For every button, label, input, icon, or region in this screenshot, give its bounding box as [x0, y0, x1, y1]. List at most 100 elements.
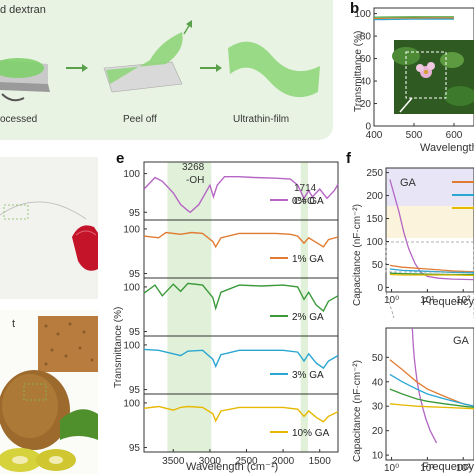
panel-f-bottom-legend-title: GA	[453, 335, 469, 347]
annotation-1714: 1714	[294, 183, 317, 194]
x-tick-label: 3500	[162, 456, 185, 467]
panel-f-bottom-xlabel: Frequency	[422, 461, 474, 473]
spectrum-line-10-ga	[143, 405, 339, 423]
panel-b-xlabel: Wavelength	[420, 142, 474, 154]
peel-off-illustration	[103, 20, 192, 93]
panel-f-top-legend-title: GA	[400, 177, 416, 189]
x-tick-label: 10¹	[420, 295, 435, 306]
x-tick-label: 400	[366, 130, 383, 141]
y-tick-label: 100	[123, 224, 140, 235]
y-tick-label: 10	[372, 451, 384, 462]
capacitance-line	[389, 264, 474, 273]
panel-e-xlabel: Wavelength (cm⁻¹)	[186, 461, 279, 473]
x-tick-label: 10⁰	[384, 295, 399, 306]
panel-e-plot: 100 95 0% GA 100 95 1% GA 100 95 2% GA 100 95 3% GA…	[123, 161, 339, 467]
panel-e-x-ticks: 3500 3000 2500 2000 1500	[162, 449, 331, 467]
legend-label: 0% GA	[292, 196, 324, 207]
x-tick-label: 10¹	[420, 463, 435, 474]
panel-b-y-ticks: 100 80 60 40 20 0	[354, 9, 377, 133]
panel-f-top-xlabel: Frequency	[422, 296, 474, 308]
y-tick-label: 20	[372, 426, 384, 437]
annotation-3268: 3268	[182, 162, 205, 173]
legend-label: 3% GA	[292, 370, 324, 381]
y-tick-label: 250	[366, 168, 383, 179]
capacitance-line	[389, 388, 474, 409]
capacitance-line	[389, 268, 474, 274]
arrow-right-icon	[66, 64, 88, 72]
panel-f-bottom-ylabel: Capacitance (nF·cm⁻²)	[352, 360, 363, 462]
spectrum-line-0-ga	[143, 176, 339, 214]
kiwi-fruit-photo	[0, 310, 98, 474]
transmittance-line	[373, 18, 454, 21]
panel-b-axes-frame	[373, 7, 474, 127]
y-tick-label: 95	[129, 269, 141, 280]
y-tick-label: 30	[372, 402, 384, 413]
panel-label-e: e	[116, 150, 125, 167]
capacitance-line	[389, 359, 474, 407]
oh-band-highlight	[167, 162, 212, 452]
capacitance-line	[389, 179, 474, 281]
panel-f-bottom-series	[389, 328, 474, 444]
y-tick-label: 60	[360, 54, 372, 65]
x-tick-label: 500	[406, 130, 423, 141]
arrow-right-icon	[200, 64, 222, 72]
panel-f-top-ylabel: Capacitance (nF·cm⁻²)	[352, 204, 363, 306]
panel-label-f: f	[346, 150, 351, 167]
y-tick-label: 95	[129, 208, 141, 219]
y-tick-label: 95	[129, 327, 141, 338]
x-tick-label: 1500	[309, 456, 332, 467]
y-tick-label: 0	[377, 283, 383, 294]
panel-b-x-ticks: 400 500 600	[366, 123, 463, 141]
spectrum-line-1-ga	[143, 231, 339, 249]
y-tick-label: 50	[372, 260, 384, 271]
x-tick-label: 10⁰	[384, 463, 399, 474]
panel-f-top-background-bands	[386, 168, 474, 238]
legend-label: 10% GA	[292, 428, 330, 439]
annotation-oh: -OH	[186, 175, 205, 186]
y-tick-label: 100	[354, 9, 371, 20]
transmittance-line	[373, 17, 454, 20]
zoom-region-box	[385, 241, 474, 273]
panel-f-top-series	[389, 179, 474, 281]
panel-d-inset-label: t	[12, 318, 16, 330]
y-tick-label: 95	[129, 385, 141, 396]
y-tick-label: 40	[360, 77, 372, 88]
panel-e-ylabel: Transmittance (%)	[113, 306, 124, 388]
y-tick-label: 40	[372, 377, 384, 388]
panel-b-ylabel: Transmittance (%)	[353, 30, 364, 112]
y-tick-label: 80	[360, 32, 372, 43]
y-tick-label: 50	[372, 353, 384, 364]
panel-f-top-axes-frame	[385, 167, 474, 293]
step-label-processed: ocessed	[0, 114, 38, 125]
x-tick-label: 600	[446, 130, 463, 141]
y-tick-label: 150	[366, 214, 383, 225]
x-tick-label: 3000	[199, 456, 222, 467]
y-tick-label: 100	[123, 340, 140, 351]
panel-b-series	[373, 16, 454, 21]
y-tick-label: 20	[360, 99, 372, 110]
capacitance-line	[389, 403, 474, 410]
panel-e-highlight-bands	[167, 162, 308, 452]
panel-e-subplots: 100 95 0% GA 100 95 1% GA 100 95 2% GA 100 95 3% GA…	[123, 161, 339, 454]
film-on-substrate-illustration	[0, 58, 50, 102]
capacitance-line	[389, 272, 474, 276]
spectrum-line-2-ga	[143, 282, 339, 313]
x-tick-label: 2500	[235, 456, 258, 467]
x-tick-label: 2000	[272, 456, 295, 467]
panel-e-subplot-frame	[143, 393, 339, 453]
flower-photo-inset	[392, 40, 474, 114]
y-tick-label: 100	[123, 169, 140, 180]
zoom-connector-left	[385, 291, 395, 319]
capacitance-line	[411, 328, 438, 444]
x-tick-label: 10²	[456, 463, 471, 474]
panel-label-b: b	[350, 0, 360, 17]
panel-a-title-fragment: d dextran	[0, 4, 46, 16]
spectrum-line-3-ga	[143, 348, 339, 370]
annotation-c-o: C=O	[294, 196, 315, 207]
y-tick-label: 0	[365, 122, 371, 133]
co-band-highlight	[300, 162, 308, 452]
step-label-ultrathin-film: Ultrathin-film	[233, 114, 290, 125]
ultrathin-film-illustration	[228, 41, 320, 98]
y-tick-label: 95	[129, 443, 141, 454]
